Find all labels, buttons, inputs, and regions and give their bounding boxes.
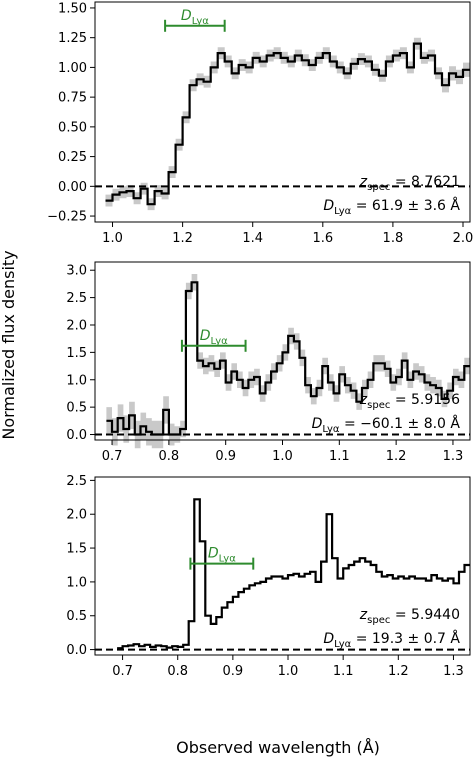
y-axis-label: Normalized flux density (0, 250, 18, 439)
y-tick-label: −0.25 (47, 210, 87, 225)
x-tick-label: 0.9 (215, 449, 236, 464)
x-tick-label: 0.8 (159, 449, 180, 464)
y-tick-label: 1.25 (58, 31, 87, 46)
panel-2: DLyα 0.7 0.8 0.9 1.0 1.1 1.2 1.3 0.0 0.5 1.0 1.5 2.0… (66, 261, 471, 464)
error-band-2 (106, 274, 471, 449)
dlya-label-2: DLyα (200, 328, 228, 347)
y-tick-label: 0.0 (66, 643, 87, 658)
y-tick-label: 1.0 (66, 575, 87, 590)
panel-1: DLyα 1.0 1.2 1.4 1.6 1.8 2.0 −0.25 0.00 0.25 0.50 0… (47, 1, 473, 246)
x-tick-label: 0.7 (102, 449, 123, 464)
x-tick-label: 1.1 (329, 449, 350, 464)
x-tick-label: 0.9 (223, 664, 244, 679)
y-tick-label: 2.5 (66, 474, 87, 489)
x-tick-label: 1.4 (242, 231, 263, 246)
y-tick-label: 0.5 (66, 401, 87, 416)
y-tick-label: 1.50 (58, 1, 87, 16)
dlya-label-1: DLyα (181, 8, 209, 27)
annotation-dlya-3: DLyα = 19.3 ± 0.7 Å (323, 630, 460, 650)
x-tick-label: 1.2 (386, 449, 407, 464)
y-tick-label: 0.0 (66, 428, 87, 443)
x-tick-label: 0.8 (167, 664, 188, 679)
x-axis-label: Observed wavelength (Å) (176, 738, 380, 757)
x-tick-label: 1.6 (312, 231, 333, 246)
x-tick-label: 1.2 (388, 664, 409, 679)
y-tick-label: 1.5 (66, 542, 87, 557)
x-tick-label: 1.0 (272, 449, 293, 464)
annotation-redshift-2: zspec = 5.9156 (359, 392, 460, 411)
spectrum-line-1 (105, 42, 470, 206)
x-tick-label: 1.3 (443, 449, 464, 464)
x-tick-label: 1.8 (383, 231, 404, 246)
y-tick-label: 1.5 (66, 346, 87, 361)
panel-3: DLyα 0.7 0.8 0.9 1.0 1.1 1.2 1.3 0.0 0.5 1.0 1.5 2.0… (66, 474, 471, 679)
y-tick-label: 2.0 (66, 508, 87, 523)
spectrum-line-2 (106, 281, 470, 436)
x-tick-label: 0.7 (112, 664, 133, 679)
plot-frame-3 (94, 476, 471, 656)
spectrum-line-3 (117, 498, 470, 650)
dlya-label-3: DLyα (208, 546, 236, 565)
y-tick-label: 1.0 (66, 373, 87, 388)
x-tick-label: 1.3 (443, 664, 464, 679)
y-tick-label: 0.50 (58, 120, 87, 135)
y-tick-label: 2.5 (66, 291, 87, 306)
x-tick-label: 2.0 (453, 231, 474, 246)
y-tick-label: 0.75 (58, 91, 87, 106)
annotation-dlya-2: DLyα = −60.1 ± 8.0 Å (312, 415, 461, 435)
annotation-redshift-1: zspec = 8.7621 (359, 174, 460, 193)
annotation-redshift-3: zspec = 5.9440 (359, 607, 460, 626)
y-tick-label: 0.00 (58, 180, 87, 195)
plot-frame-1 (94, 1, 471, 223)
y-tick-label: 2.0 (66, 318, 87, 333)
annotation-dlya-1: DLyα = 61.9 ± 3.6 Å (323, 197, 460, 217)
x-tick-label: 1.0 (278, 664, 299, 679)
y-tick-label: 1.00 (58, 61, 87, 76)
x-tick-label: 1.1 (333, 664, 354, 679)
x-tick-label: 1.2 (172, 231, 193, 246)
y-tick-label: 0.25 (58, 150, 87, 165)
y-tick-label: 0.5 (66, 609, 87, 624)
y-tick-label: 3.0 (66, 264, 87, 279)
x-tick-label: 1.0 (102, 231, 123, 246)
